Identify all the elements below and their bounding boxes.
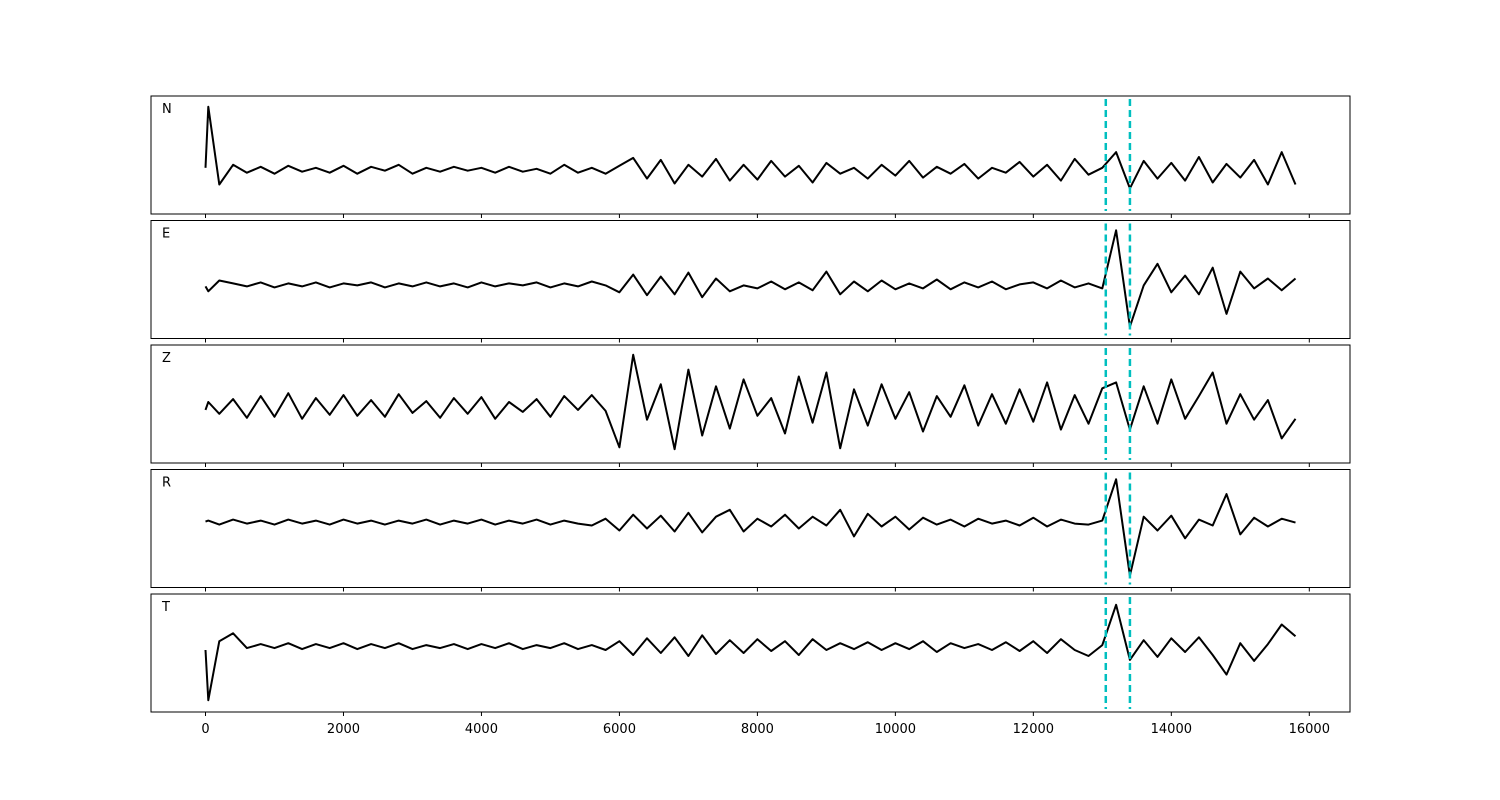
panel-frame bbox=[150, 344, 1351, 464]
trace bbox=[204, 105, 1297, 190]
trace bbox=[204, 603, 1297, 702]
panel-frame bbox=[150, 95, 1351, 215]
trace bbox=[204, 229, 1297, 328]
x-tick-label: 16000 bbox=[1289, 722, 1330, 737]
x-tick-label: 10000 bbox=[875, 722, 916, 737]
panel-label: N bbox=[162, 102, 172, 117]
x-tick-label: 8000 bbox=[741, 722, 774, 737]
panel-frame bbox=[150, 593, 1351, 713]
x-tick-label: 4000 bbox=[465, 722, 498, 737]
x-tick-label: 2000 bbox=[327, 722, 360, 737]
x-tick-label: 14000 bbox=[1151, 722, 1192, 737]
x-tick-label: 6000 bbox=[603, 722, 636, 737]
panel-frame bbox=[150, 220, 1351, 339]
trace bbox=[205, 478, 1296, 577]
trace bbox=[204, 353, 1297, 451]
panel-label: E bbox=[162, 227, 170, 242]
x-tick-label: 12000 bbox=[1013, 722, 1054, 737]
panel-label: R bbox=[162, 476, 171, 491]
panel-label: T bbox=[161, 600, 170, 615]
x-tick-label: 0 bbox=[201, 722, 209, 737]
panel-frame bbox=[150, 469, 1351, 588]
panel-label: Z bbox=[162, 351, 171, 366]
